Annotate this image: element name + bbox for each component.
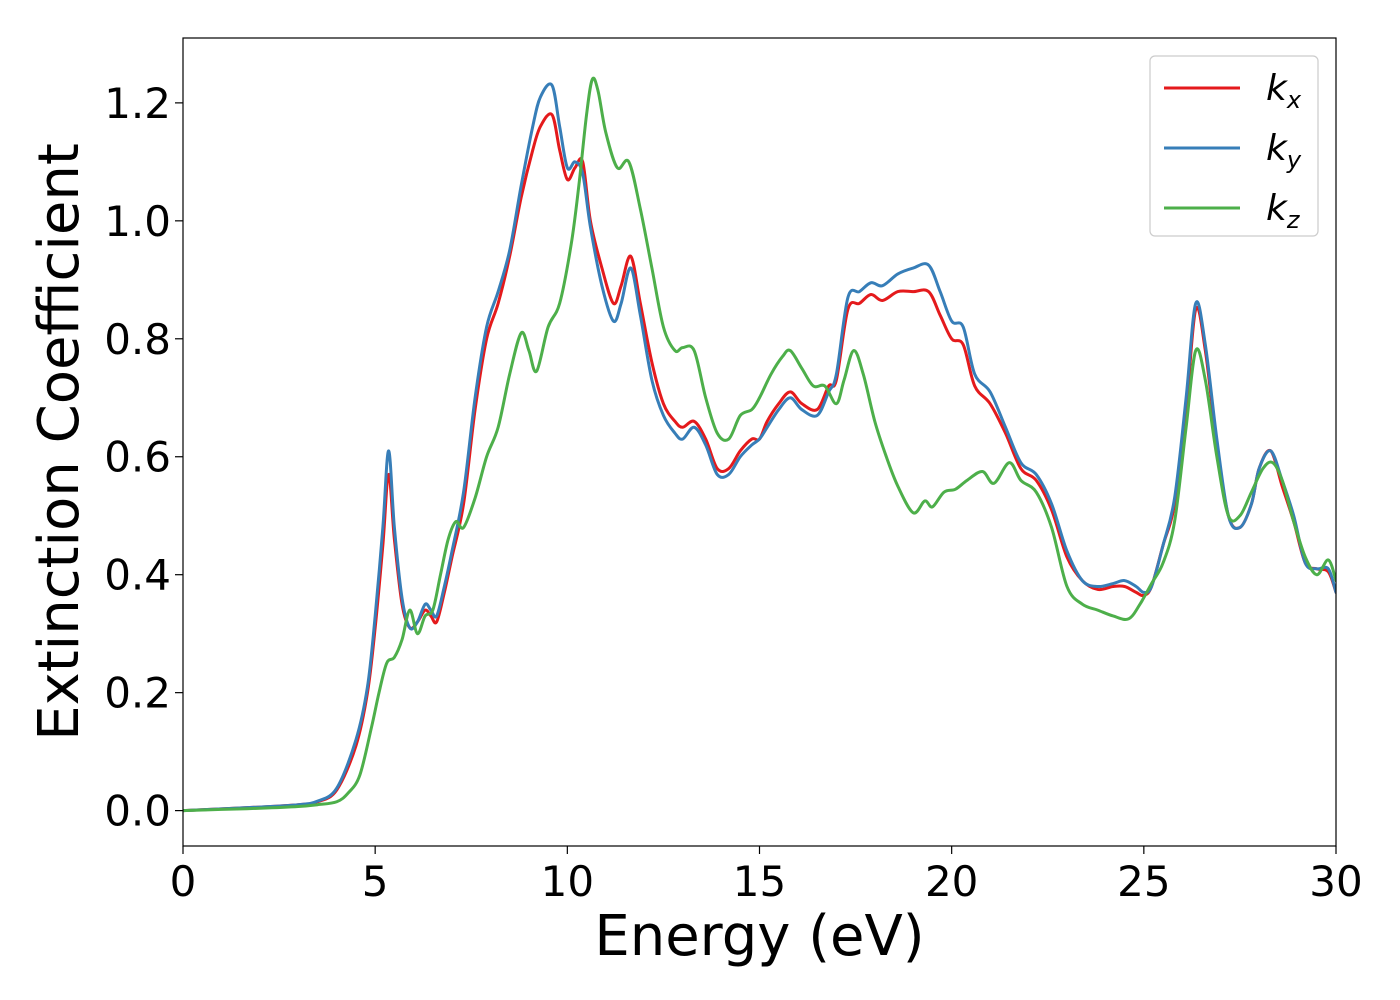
y-axis-title: Extinction Coefficient — [27, 143, 92, 741]
x-tick-label: 15 — [733, 857, 786, 906]
legend-label-y: ky — [1266, 128, 1302, 174]
x-axis-title: Energy (eV) — [594, 904, 924, 969]
series-line-z — [183, 76, 1336, 813]
x-tick-label: 25 — [1117, 857, 1170, 906]
x-tick-label: 10 — [541, 857, 594, 906]
legend: kx ky kz — [1149, 55, 1319, 237]
y-tick-label: 0.4 — [104, 551, 171, 600]
series-layer — [183, 76, 1336, 813]
y-tick-label: 0.6 — [104, 433, 171, 482]
x-axis: 0 5 10 15 20 25 30 — [170, 846, 1363, 906]
y-tick-label: 1.0 — [104, 197, 171, 246]
y-axis: 0.0 0.2 0.4 0.6 0.8 1.0 1.2 — [104, 79, 183, 836]
x-tick-label: 20 — [925, 857, 978, 906]
legend-label-z: kz — [1266, 188, 1301, 234]
y-tick-label: 1.2 — [104, 79, 171, 128]
y-tick-label: 0.8 — [104, 315, 171, 364]
x-tick-label: 0 — [170, 857, 197, 906]
legend-box — [1149, 55, 1319, 237]
y-tick-label: 0.2 — [104, 669, 171, 718]
series-line-y — [183, 82, 1336, 813]
x-tick-label: 30 — [1309, 857, 1362, 906]
x-tick-label: 5 — [362, 857, 389, 906]
legend-label-x: kx — [1266, 68, 1302, 114]
y-tick-label: 0.0 — [104, 787, 171, 836]
